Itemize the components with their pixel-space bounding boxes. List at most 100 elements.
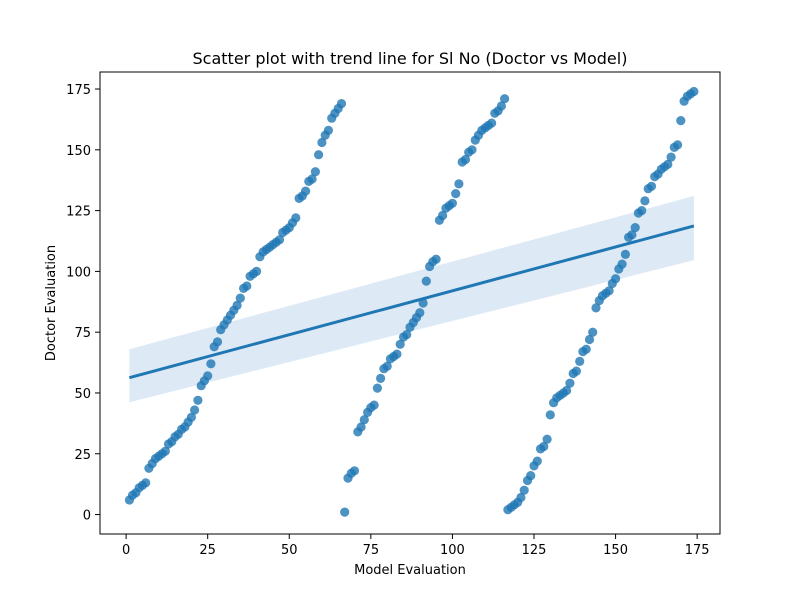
data-point bbox=[415, 308, 425, 318]
data-point bbox=[532, 456, 542, 466]
y-tick-label: 125 bbox=[66, 205, 91, 220]
data-point bbox=[617, 259, 627, 269]
y-tick-label: 75 bbox=[74, 326, 91, 341]
data-point bbox=[336, 99, 347, 109]
data-point bbox=[640, 196, 650, 206]
data-point bbox=[689, 86, 699, 97]
data-point bbox=[242, 281, 252, 291]
x-tick-label: 150 bbox=[603, 543, 628, 558]
data-point bbox=[666, 152, 676, 162]
data-point bbox=[274, 235, 285, 245]
data-point bbox=[467, 145, 477, 155]
data-point bbox=[611, 274, 621, 284]
data-point bbox=[372, 383, 382, 393]
data-point bbox=[190, 405, 200, 415]
data-point bbox=[454, 179, 464, 189]
y-axis-label: Doctor Evaluation bbox=[44, 245, 59, 361]
data-point bbox=[349, 466, 360, 476]
data-point bbox=[340, 507, 350, 517]
x-tick-label: 100 bbox=[440, 543, 465, 558]
data-point bbox=[421, 276, 431, 286]
data-point bbox=[676, 116, 686, 126]
x-tick-label: 25 bbox=[199, 543, 216, 558]
data-point bbox=[604, 286, 614, 296]
data-point bbox=[545, 410, 555, 420]
y-tick-label: 175 bbox=[66, 83, 91, 98]
data-point bbox=[516, 492, 526, 503]
y-tick-label: 100 bbox=[66, 265, 91, 280]
x-tick-label: 175 bbox=[685, 543, 710, 558]
data-point bbox=[323, 125, 333, 135]
y-tick-label: 50 bbox=[74, 387, 91, 402]
data-point bbox=[646, 181, 657, 191]
data-point bbox=[500, 94, 510, 104]
data-point bbox=[562, 385, 572, 396]
data-point bbox=[402, 330, 412, 340]
data-point bbox=[571, 366, 582, 376]
data-point bbox=[496, 101, 506, 111]
data-point bbox=[206, 359, 216, 369]
data-point bbox=[203, 371, 213, 381]
data-point bbox=[431, 254, 441, 264]
plot-frame bbox=[99, 71, 721, 535]
data-point bbox=[673, 140, 683, 150]
data-point bbox=[317, 137, 327, 148]
x-axis: 0 25 50 75 100 125 150 175 bbox=[122, 534, 710, 558]
y-axis: 0 25 50 75 100 125 150 175 bbox=[66, 83, 100, 524]
data-point bbox=[310, 167, 320, 177]
data-point bbox=[301, 186, 311, 196]
data-point bbox=[447, 198, 457, 208]
data-point bbox=[369, 400, 379, 410]
data-point bbox=[376, 373, 386, 383]
data-point bbox=[392, 349, 402, 359]
y-tick-label: 0 bbox=[83, 509, 91, 524]
trend-line bbox=[128, 224, 695, 380]
data-point bbox=[526, 471, 536, 481]
data-point bbox=[193, 395, 203, 405]
data-point bbox=[620, 249, 631, 259]
data-point bbox=[141, 478, 151, 488]
data-point bbox=[581, 344, 591, 354]
chart-title: Scatter plot with trend line for Sl No (… bbox=[193, 49, 628, 68]
data-point bbox=[591, 303, 601, 313]
data-point bbox=[460, 154, 471, 165]
data-point bbox=[186, 412, 196, 422]
data-point bbox=[542, 434, 552, 444]
data-point bbox=[630, 223, 640, 233]
data-point bbox=[356, 422, 366, 432]
data-point bbox=[235, 293, 245, 303]
data-point bbox=[307, 174, 317, 184]
data-point bbox=[395, 339, 405, 349]
y-tick-label: 150 bbox=[66, 144, 91, 159]
data-point bbox=[519, 485, 529, 495]
data-point bbox=[160, 446, 170, 456]
confidence-band-layer bbox=[129, 196, 694, 403]
data-point bbox=[627, 230, 637, 240]
data-point bbox=[382, 361, 392, 371]
confidence-band bbox=[129, 196, 694, 403]
data-point bbox=[637, 206, 647, 216]
data-point bbox=[584, 334, 595, 345]
data-point bbox=[575, 356, 585, 366]
data-point bbox=[539, 441, 549, 452]
data-point bbox=[487, 118, 497, 128]
x-tick-label: 0 bbox=[122, 543, 130, 558]
data-point bbox=[565, 378, 575, 388]
x-axis-label: Model Evaluation bbox=[354, 563, 466, 578]
data-point bbox=[359, 415, 369, 425]
x-tick-label: 50 bbox=[281, 543, 298, 558]
y-tick-label: 25 bbox=[74, 448, 91, 463]
trend-line-layer bbox=[128, 224, 695, 380]
data-point bbox=[314, 150, 324, 160]
data-point bbox=[588, 327, 598, 337]
data-point bbox=[252, 266, 262, 276]
data-point bbox=[451, 189, 461, 199]
data-point bbox=[232, 300, 242, 310]
x-tick-label: 125 bbox=[522, 543, 547, 558]
data-point bbox=[438, 210, 448, 221]
data-point bbox=[663, 159, 673, 169]
data-point bbox=[212, 337, 223, 347]
points-layer bbox=[124, 86, 699, 517]
